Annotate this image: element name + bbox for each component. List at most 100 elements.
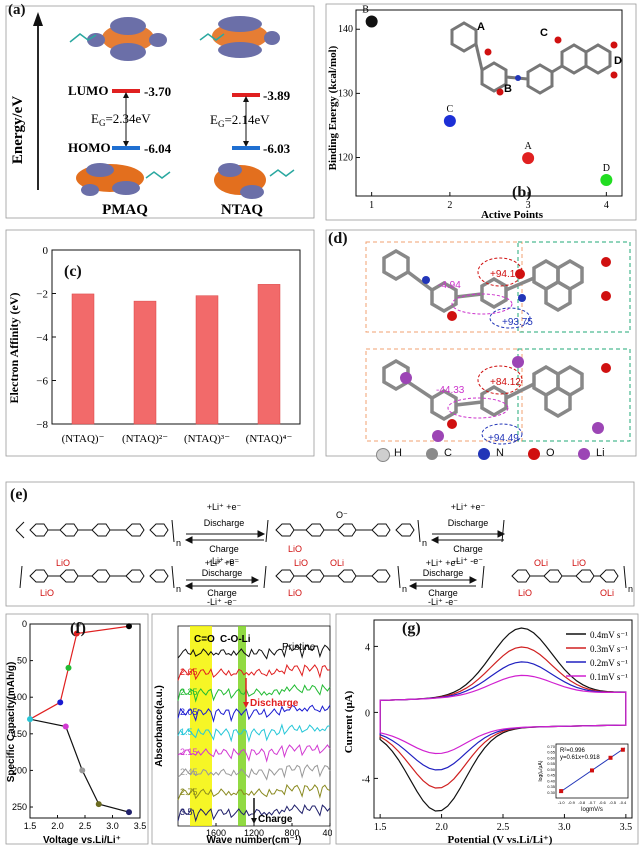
ir-series-7 xyxy=(177,783,331,801)
site-label-c: C xyxy=(540,27,548,39)
g-ytick-label-1: 0 xyxy=(365,708,370,719)
e-row1-discharge-1: Discharge xyxy=(204,518,245,528)
legend-li-icon xyxy=(578,448,590,460)
f-point-2 xyxy=(65,664,72,671)
g-inset-point-3 xyxy=(620,747,625,752)
g-inset-xtick-label-3: -0.7 xyxy=(589,800,597,805)
ir-spectra-chart: 2.65 2.35 2.05 1.5 2.15 2.45 2.75 3.5 1600 1200 8… xyxy=(151,613,338,846)
d-top-value-3: +93.75 xyxy=(502,317,533,328)
b-ylabel: Binding Energy (kcal/mol) xyxy=(327,45,339,170)
b-point-label-d: D xyxy=(603,163,610,174)
f-point-7 xyxy=(95,801,102,808)
e-oli-2: OLi xyxy=(534,558,548,568)
ir-series-2 xyxy=(177,683,331,703)
e-n-4: n xyxy=(402,584,407,594)
f-xtick-label-3: 3.0 xyxy=(106,821,119,831)
e-n-2: n xyxy=(422,538,427,548)
c-category-3: (NTAQ)⁴⁻ xyxy=(246,433,293,445)
f-ylabel: Specific Capacity(mAh/g) xyxy=(6,662,17,783)
b-point-label-a: A xyxy=(525,141,533,152)
g-inset-xtick-label-5: -0.5 xyxy=(609,800,617,805)
g-inset-xtick-label-4: -0.6 xyxy=(599,800,607,805)
e-row1-discharge-2: Discharge xyxy=(448,518,489,528)
b-xlabel: Active Points xyxy=(481,209,544,221)
f-points xyxy=(27,623,132,816)
e-lio-5: LiO xyxy=(288,588,302,598)
f-point-1 xyxy=(73,630,80,637)
ir-xtick-label-3: 400 xyxy=(322,828,332,838)
f-xlabel: Voltage vs.Li/Li⁺ xyxy=(43,835,121,846)
ir-ylabel: Absorbance(a.u.) xyxy=(154,685,165,767)
arrows-row-1 xyxy=(184,530,506,544)
panel-e: +Li⁺ +e⁻ Discharge Charge -Li⁺ -e⁻ +Li⁺ … xyxy=(0,480,640,610)
pmaq-homo-value: -6.04 xyxy=(144,141,172,156)
panel-d-svg: +94.16 -4.94 +93.75 +84.12 -44.33 +94.49 xyxy=(325,229,637,457)
e-n-3: n xyxy=(176,584,181,594)
f-xtick-label-4: 3.5 xyxy=(134,821,147,831)
g-xlabel: Potential (V vs.Li/Li⁺) xyxy=(448,834,553,846)
f-point-6 xyxy=(79,767,86,774)
f-ytick-label-5: 250 xyxy=(12,802,27,812)
e-n-1: n xyxy=(176,538,181,548)
g-xtick-label-4: 3.5 xyxy=(620,822,633,833)
ir-series-label-6: 2.45 xyxy=(180,767,198,777)
g-legend-label-0: 0.4mV s⁻¹ xyxy=(590,630,628,640)
c-ytick-label-4: −8 xyxy=(36,419,48,431)
f-series-1 xyxy=(29,718,130,813)
f-xtick-label-0: 1.5 xyxy=(24,821,37,831)
panel-g: 1.5 2.0 2.5 3.0 3.5 4 0 -4 0.4mV s⁻¹ 0.3mV s⁻¹ 0.… xyxy=(334,612,640,847)
ntaq-homo-orbital xyxy=(214,163,295,199)
ir-series-label-8: 3.5 xyxy=(180,807,193,817)
ir-series-label-5: 2.15 xyxy=(180,747,198,757)
energy-axis-arrow xyxy=(33,12,43,26)
pmaq-homo-orbital xyxy=(76,163,171,196)
e-ominus: O⁻ xyxy=(336,510,348,520)
polymer-row-2 xyxy=(19,565,627,589)
e-row2-discharge-2: Discharge xyxy=(423,568,464,578)
energy-axis-label: Energy/eV xyxy=(10,96,26,164)
ir-series-label-1: 2.65 xyxy=(180,667,198,677)
ntaq-lumo-value: -3.89 xyxy=(263,88,291,103)
e-n-5: n xyxy=(628,584,633,594)
atom-legend: H C N O Li xyxy=(322,446,640,466)
g-inset-xtick-label-1: -0.9 xyxy=(568,800,576,805)
e-row1-forward-1: +Li⁺ +e⁻ xyxy=(207,502,242,512)
panel-g-label: (g) xyxy=(402,620,421,637)
e-row1-forward-2: +Li⁺ +e⁻ xyxy=(451,502,486,512)
g-cv-curve-3 xyxy=(379,674,627,755)
c-category-0: (NTAQ)⁻ xyxy=(62,433,105,445)
f-ytick-label-4: 200 xyxy=(12,765,27,775)
atoms-b xyxy=(484,36,618,96)
g-axes: 1.5 2.0 2.5 3.0 3.5 4 0 -4 xyxy=(362,619,633,833)
legend-o-icon xyxy=(528,448,540,460)
b-xtick-label-2: 3 xyxy=(526,200,531,211)
coli-band xyxy=(238,626,246,826)
panel-f: 1.5 2.0 2.5 3.0 3.5 0 50 100 150 200 250 Voltage v… xyxy=(0,612,150,847)
g-inset-xlabel: logmV/s xyxy=(581,807,603,813)
g-inset-r2: R²=0.996 xyxy=(560,748,586,754)
f-lines xyxy=(29,625,130,813)
ir-series-5 xyxy=(177,744,331,763)
panel-c: 0 −2 −4 −6 −8 (NTAQ)⁻ (NTAQ)²⁻ (NTAQ)³⁻ (NTAQ)⁴… xyxy=(0,228,320,460)
molecule-structure-b xyxy=(450,21,612,95)
d-bottom-value-2: -44.33 xyxy=(436,385,465,396)
c-ylabel: Electron Affinity (eV) xyxy=(7,292,21,403)
atoms-bottom xyxy=(400,356,611,442)
g-inset-ylabel: log(iₚ/μA) xyxy=(538,760,544,781)
panel-b: A B C D 1 2 3 4 120 130 140 B C A D Active Points… xyxy=(322,0,640,225)
g-inset-ytick-label-2: 0.40 xyxy=(547,778,556,783)
f-point-4 xyxy=(27,716,33,723)
c-axes: 0 −2 −4 −6 −8 xyxy=(36,245,301,431)
site-label-b: B xyxy=(504,83,512,95)
co-label: C=O xyxy=(194,634,215,645)
e-lio-6: LiO xyxy=(572,558,586,568)
e-row1-charge-1: Charge xyxy=(209,544,239,554)
g-inset-ytick-label-8: 0.70 xyxy=(547,744,556,749)
b-axes: 1 2 3 4 120 130 140 xyxy=(338,9,623,211)
coli-label: C-O-Li xyxy=(220,634,251,645)
g-legend-label-2: 0.2mV s⁻¹ xyxy=(590,658,628,668)
panel-a: Energy/eV xyxy=(0,0,320,225)
e-row2-discharge-1: Discharge xyxy=(202,568,243,578)
panel-e-svg: +Li⁺ +e⁻ Discharge Charge -Li⁺ -e⁻ +Li⁺ … xyxy=(5,481,635,607)
